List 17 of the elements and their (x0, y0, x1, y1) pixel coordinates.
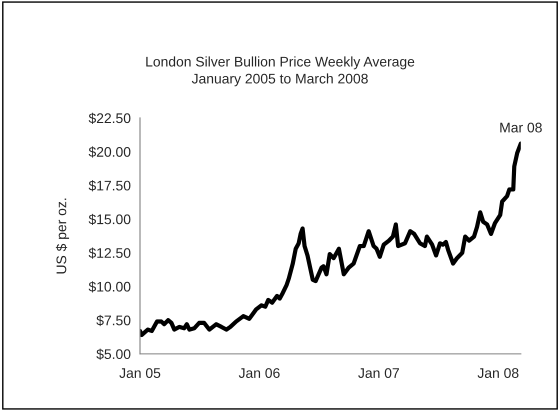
y-tick-label: $17.50 (88, 180, 130, 192)
x-tick-label: Jan 07 (358, 368, 399, 378)
line-series (140, 141, 521, 338)
y-tick-label: $20.00 (88, 146, 130, 158)
y-tick-label: $7.50 (96, 314, 130, 326)
y-tick-label: $12.50 (88, 248, 130, 259)
y-tick-label: $15.00 (88, 214, 130, 226)
y-tick-label: $22.50 (88, 112, 130, 124)
annotation: Mar 08 (500, 122, 542, 132)
x-tick-label: Jan 08 (478, 368, 518, 378)
y-tick-label: $10.00 (88, 281, 130, 292)
y-tick-label: $5.00 (96, 348, 130, 360)
x-tick-label: Jan 06 (238, 368, 280, 378)
chart-title: London Silver Bullion Price Weekly Average (146, 56, 414, 70)
x-tick-label: Jan 05 (119, 368, 160, 378)
y-axis-title: US $ per oz. (56, 198, 70, 274)
chart-subtitle: January 2005 to March 2008 (192, 73, 368, 86)
